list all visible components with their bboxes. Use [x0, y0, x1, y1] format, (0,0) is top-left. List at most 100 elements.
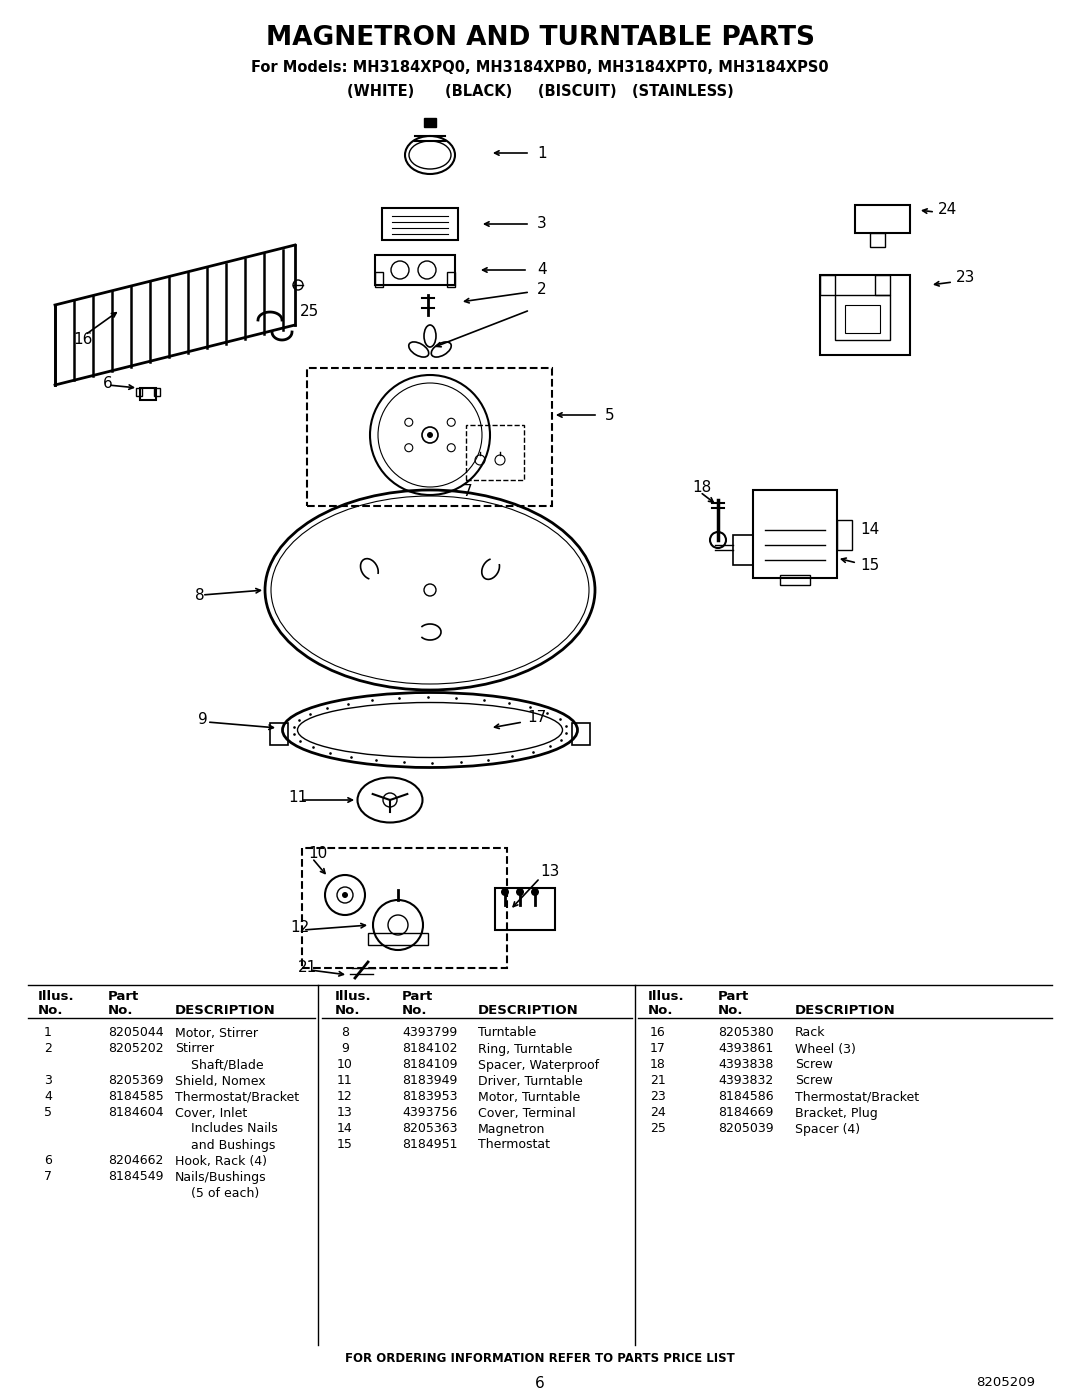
Text: No.: No. — [648, 1004, 674, 1017]
Text: 6: 6 — [535, 1376, 545, 1390]
Text: Wheel (3): Wheel (3) — [795, 1042, 855, 1056]
Text: 8184669: 8184669 — [718, 1106, 773, 1119]
Text: For Models: MH3184XPQ0, MH3184XPB0, MH3184XPT0, MH3184XPS0: For Models: MH3184XPQ0, MH3184XPB0, MH31… — [252, 60, 828, 75]
Bar — [855, 205, 910, 233]
Text: 4: 4 — [537, 263, 546, 278]
Text: 4393861: 4393861 — [718, 1042, 773, 1056]
Text: Rack: Rack — [795, 1027, 825, 1039]
Text: Motor, Stirrer: Motor, Stirrer — [175, 1027, 258, 1039]
Circle shape — [516, 888, 524, 895]
Text: Spacer, Waterproof: Spacer, Waterproof — [478, 1059, 599, 1071]
Text: Thermostat/Bracket: Thermostat/Bracket — [175, 1091, 299, 1104]
Bar — [837, 520, 852, 550]
Text: Part: Part — [718, 990, 750, 1003]
Text: 21: 21 — [650, 1074, 666, 1087]
Bar — [733, 535, 753, 564]
Bar — [136, 388, 141, 395]
Text: 14: 14 — [860, 522, 879, 538]
Text: Turntable: Turntable — [478, 1027, 537, 1039]
Circle shape — [342, 893, 348, 898]
Text: 8: 8 — [341, 1027, 349, 1039]
Text: Stirrer: Stirrer — [175, 1042, 214, 1056]
Text: DESCRIPTION: DESCRIPTION — [175, 1004, 275, 1017]
Text: Nails/Bushings: Nails/Bushings — [175, 1171, 267, 1183]
Text: 8184585: 8184585 — [108, 1091, 164, 1104]
Text: 11: 11 — [288, 791, 307, 806]
Text: No.: No. — [108, 1004, 134, 1017]
Bar — [820, 275, 910, 355]
Text: 25: 25 — [300, 305, 320, 320]
Text: Illus.: Illus. — [38, 990, 75, 1003]
Circle shape — [427, 432, 433, 439]
Text: DESCRIPTION: DESCRIPTION — [478, 1004, 579, 1017]
Text: 14: 14 — [337, 1123, 353, 1136]
Text: 4393799: 4393799 — [402, 1027, 457, 1039]
Text: 8205369: 8205369 — [108, 1074, 163, 1087]
Bar — [154, 388, 160, 395]
Bar — [270, 724, 288, 745]
Text: 5: 5 — [605, 408, 615, 422]
Bar — [875, 275, 890, 295]
Bar — [572, 724, 590, 745]
Circle shape — [531, 888, 539, 895]
Text: 4393832: 4393832 — [718, 1074, 773, 1087]
Text: Thermostat: Thermostat — [478, 1139, 550, 1151]
Bar — [368, 933, 428, 944]
Text: 8: 8 — [195, 588, 204, 602]
Text: 11: 11 — [337, 1074, 353, 1087]
Text: DESCRIPTION: DESCRIPTION — [795, 1004, 895, 1017]
Bar — [302, 848, 507, 968]
Text: 10: 10 — [337, 1059, 353, 1071]
Text: 13: 13 — [337, 1106, 353, 1119]
Text: 2: 2 — [537, 282, 546, 298]
Text: Illus.: Illus. — [335, 990, 372, 1003]
Text: Part: Part — [108, 990, 139, 1003]
Bar — [307, 367, 552, 506]
Text: 18: 18 — [692, 481, 712, 496]
Text: Screw: Screw — [795, 1059, 833, 1071]
Text: 16: 16 — [650, 1027, 666, 1039]
Text: 8205044: 8205044 — [108, 1027, 164, 1039]
Text: Magnetron: Magnetron — [478, 1123, 545, 1136]
Text: 6: 6 — [103, 376, 112, 391]
Bar — [465, 425, 524, 481]
Text: 9: 9 — [198, 712, 207, 728]
Bar — [780, 576, 810, 585]
Text: Spacer (4): Spacer (4) — [795, 1123, 860, 1136]
Text: 7: 7 — [463, 485, 473, 500]
Text: 17: 17 — [527, 711, 546, 725]
Text: 5: 5 — [44, 1106, 52, 1119]
Text: 12: 12 — [337, 1091, 353, 1104]
Text: 8183949: 8183949 — [402, 1074, 457, 1087]
Bar — [424, 117, 436, 127]
Bar — [753, 490, 837, 578]
Text: 6: 6 — [44, 1154, 52, 1168]
Text: 8205380: 8205380 — [718, 1027, 773, 1039]
Text: 18: 18 — [650, 1059, 666, 1071]
Text: 8204662: 8204662 — [108, 1154, 163, 1168]
Text: Bracket, Plug: Bracket, Plug — [795, 1106, 878, 1119]
Text: Screw: Screw — [795, 1074, 833, 1087]
Text: 10: 10 — [308, 845, 327, 861]
Bar — [845, 305, 880, 332]
Text: (5 of each): (5 of each) — [175, 1186, 259, 1200]
Text: 8205209: 8205209 — [976, 1376, 1035, 1390]
Text: 8183953: 8183953 — [402, 1091, 458, 1104]
Bar — [835, 295, 890, 339]
Text: 25: 25 — [650, 1123, 666, 1136]
Text: 7: 7 — [44, 1171, 52, 1183]
Text: 9: 9 — [341, 1042, 349, 1056]
Text: 24: 24 — [939, 203, 957, 218]
Text: No.: No. — [718, 1004, 743, 1017]
Text: 8205363: 8205363 — [402, 1123, 458, 1136]
Text: 1: 1 — [537, 145, 546, 161]
Text: 24: 24 — [650, 1106, 666, 1119]
Circle shape — [501, 888, 509, 895]
Text: 8184586: 8184586 — [718, 1091, 773, 1104]
Text: Ring, Turntable: Ring, Turntable — [478, 1042, 572, 1056]
Text: Shield, Nomex: Shield, Nomex — [175, 1074, 266, 1087]
Text: Thermostat/Bracket: Thermostat/Bracket — [795, 1091, 919, 1104]
Text: Cover, Inlet: Cover, Inlet — [175, 1106, 247, 1119]
Text: 23: 23 — [650, 1091, 666, 1104]
Text: No.: No. — [402, 1004, 428, 1017]
